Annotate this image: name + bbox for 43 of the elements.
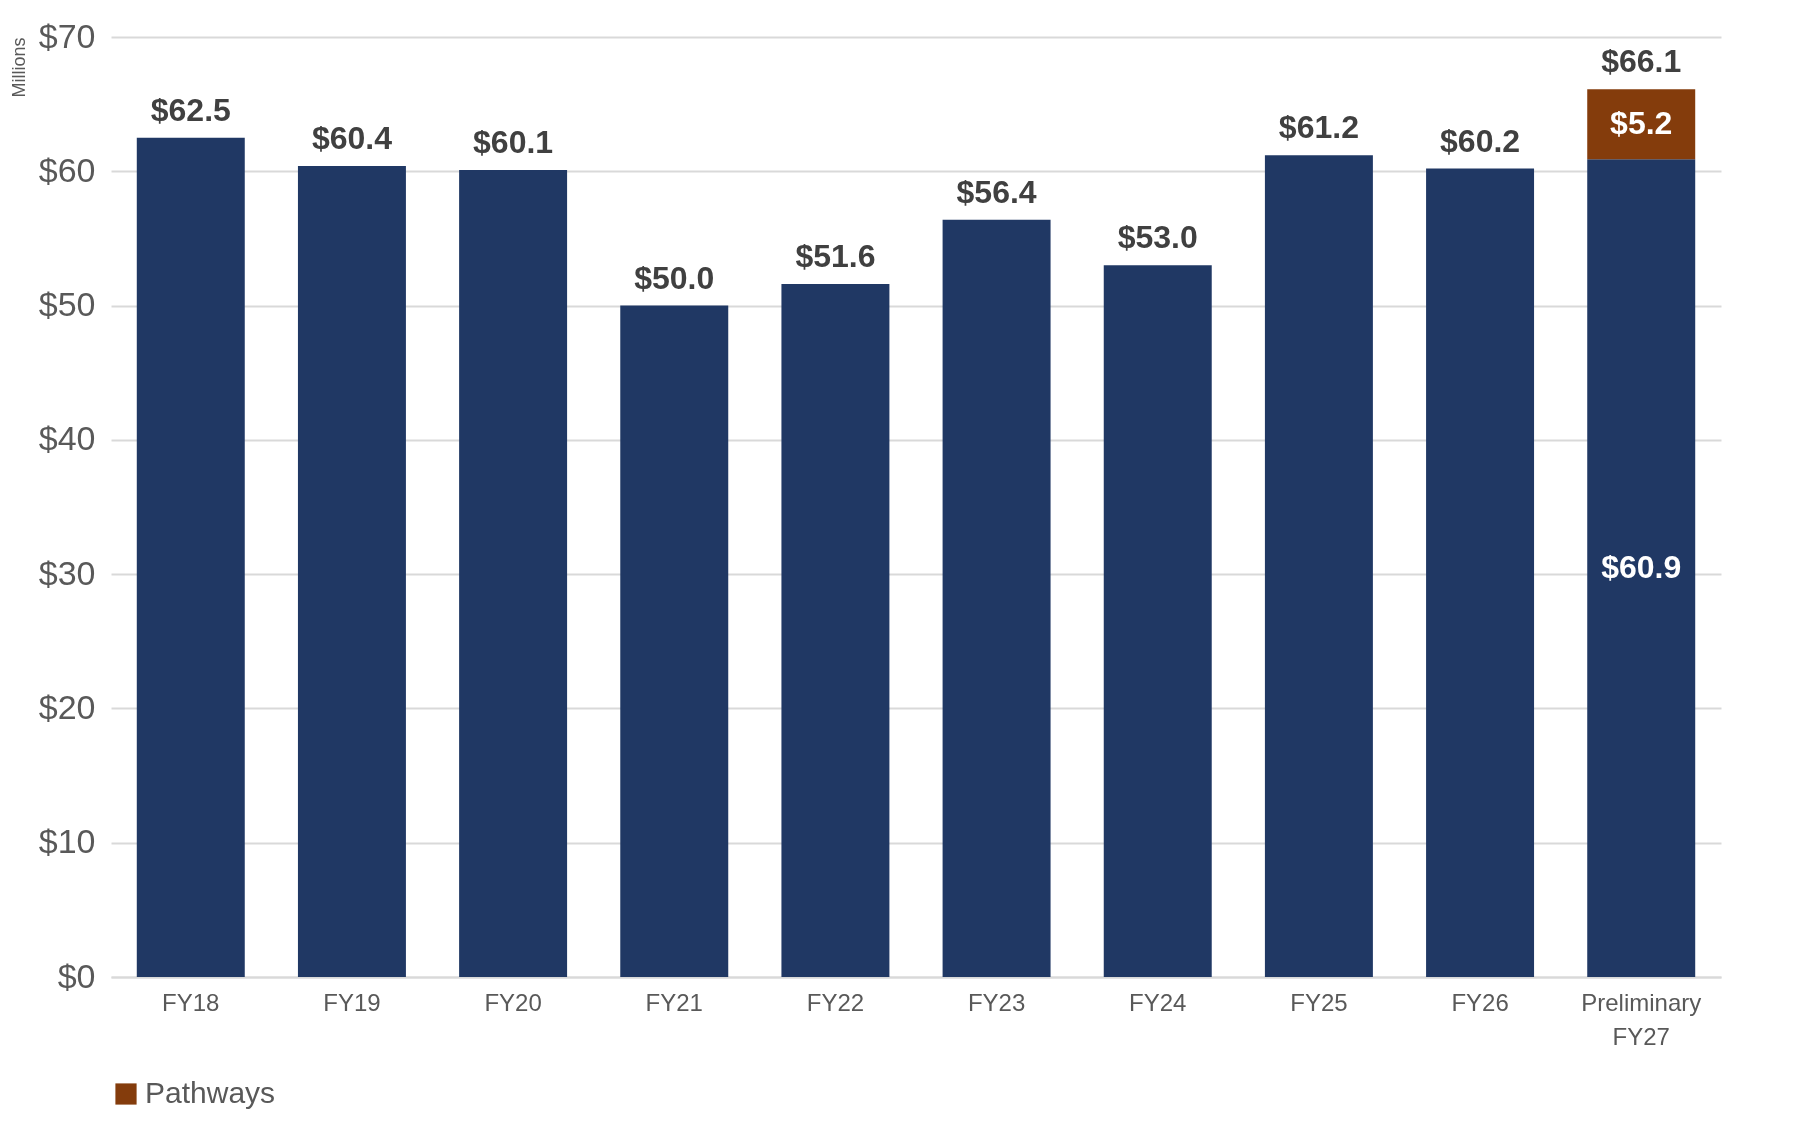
data-label: $61.2 [1278, 109, 1359, 146]
bar [459, 169, 568, 977]
data-label: $51.6 [795, 238, 876, 275]
data-label: $60.4 [311, 119, 393, 156]
y-tick-label: $0 [57, 956, 96, 995]
y-tick-label: $20 [38, 687, 96, 726]
total-label: $66.1 [1601, 43, 1682, 80]
data-label: $50.0 [634, 259, 715, 296]
x-tick-label: FY22 [806, 988, 865, 1016]
y-tick-label: $10 [38, 822, 96, 861]
y-tick-label: $40 [38, 419, 96, 458]
data-label: $56.4 [956, 173, 1037, 210]
data-label: $53.0 [1117, 219, 1198, 256]
bar [1587, 89, 1696, 160]
bar [297, 165, 406, 977]
x-tick-label: FY20 [484, 988, 542, 1016]
y-axis-title: Millions [8, 37, 29, 98]
x-tick-label: FY24 [1129, 988, 1187, 1016]
legend-label: Pathways [145, 1076, 276, 1109]
y-tick-label: $70 [38, 16, 96, 55]
x-tick-label: FY26 [1451, 988, 1509, 1016]
bar [1426, 168, 1535, 977]
x-tick-label: FY19 [323, 988, 381, 1016]
bar [942, 219, 1051, 977]
x-tick-label: Preliminary FY27 [1581, 988, 1702, 1050]
x-tick-label: FY25 [1290, 988, 1348, 1016]
bar [1264, 155, 1373, 977]
data-label: $60.9 [1601, 549, 1682, 586]
data-label: $60.1 [473, 123, 554, 160]
bar [136, 137, 245, 977]
data-label: $5.2 [1610, 105, 1673, 142]
x-tick-label: FY18 [162, 988, 220, 1016]
bar [1103, 265, 1212, 977]
data-label: $60.2 [1440, 122, 1521, 159]
y-tick-label: $50 [38, 285, 96, 324]
y-tick-label: $60 [38, 150, 96, 189]
y-tick-label: $30 [38, 553, 96, 592]
data-label: $62.5 [150, 91, 231, 128]
x-tick-label: FY23 [967, 988, 1026, 1016]
bar [1587, 159, 1696, 977]
x-tick-label: FY21 [645, 988, 703, 1016]
bar [781, 284, 890, 977]
bar [620, 305, 729, 977]
